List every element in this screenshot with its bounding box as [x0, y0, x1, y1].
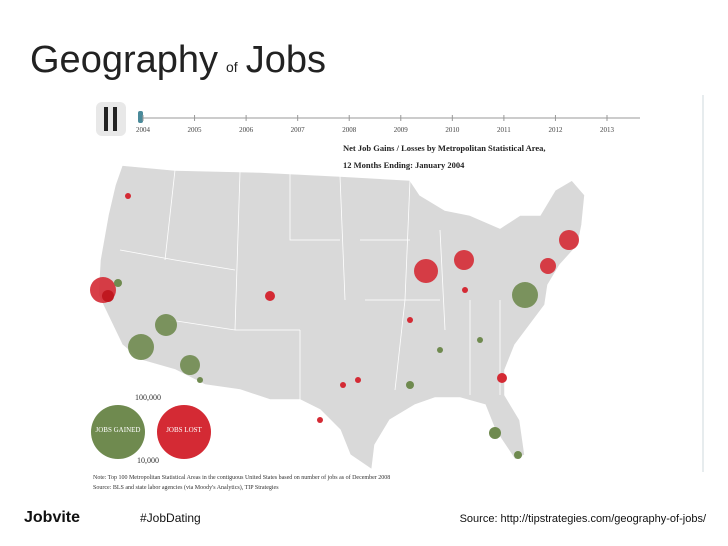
pause-button[interactable]	[96, 102, 126, 136]
loss-circle	[540, 258, 556, 274]
source: Source: http://tipstrategies.com/geograp…	[460, 513, 707, 525]
timeline-year: 2007	[291, 126, 306, 134]
loss-circle	[559, 230, 579, 250]
loss-circle	[265, 291, 275, 301]
title-word: Geography	[30, 39, 218, 81]
timeline-year: 2009	[394, 126, 409, 134]
pause-bar	[104, 107, 108, 131]
title: Geography of Jobs	[30, 39, 326, 81]
note: Note: Top 100 Metropolitan Statistical A…	[93, 474, 390, 481]
loss-circle	[125, 193, 131, 199]
legend-gain	[91, 405, 145, 459]
loss-circle	[462, 287, 468, 293]
gain-circle	[128, 334, 154, 360]
gain-circle	[477, 337, 483, 343]
gain-circle	[197, 377, 203, 383]
timeline-year: 2005	[188, 126, 203, 134]
legend-label: JOBS LOST	[166, 426, 202, 434]
loss-circle	[414, 259, 438, 283]
legend-loss	[157, 405, 211, 459]
legend-label: JOBS GAINED	[96, 426, 141, 434]
title-word: of	[226, 59, 238, 75]
timeline-year: 2006	[239, 126, 254, 134]
loss-circle	[317, 417, 323, 423]
loss-circle	[407, 317, 413, 323]
gain-circle	[489, 427, 501, 439]
brand: Jobvite	[24, 509, 80, 526]
timeline-year: 2008	[342, 126, 357, 134]
gain-circle	[155, 314, 177, 336]
loss-circle	[454, 250, 474, 270]
hashtag: #JobDating	[140, 511, 201, 525]
gain-circle	[114, 279, 122, 287]
note: Source: BLS and state labor agencies (vi…	[93, 484, 279, 491]
legend-value: 100,000	[135, 393, 161, 402]
pause-bar	[113, 107, 117, 131]
loss-circle	[340, 382, 346, 388]
gain-circle	[180, 355, 200, 375]
gain-circle	[514, 451, 522, 459]
loss-circle	[355, 377, 361, 383]
timeline-year: 2013	[600, 126, 615, 134]
gain-circle	[512, 282, 538, 308]
timeline-year: 2010	[445, 126, 460, 134]
loss-circle	[102, 290, 114, 302]
legend-value: 10,000	[137, 456, 159, 465]
timeline-year: 2012	[548, 126, 563, 134]
timeline-year: 2011	[497, 126, 511, 134]
map-panel: 2004 2005 2006 2007 2008 2009 2010 2011 2012 2013…	[90, 95, 705, 491]
gain-circle	[406, 381, 414, 389]
timeline-handle[interactable]	[138, 111, 143, 123]
timeline-year: 2004	[136, 126, 151, 134]
state-borders	[119, 169, 501, 400]
job-circles	[90, 193, 579, 459]
map-header: Net Job Gains / Losses by Metropolitan S…	[343, 143, 546, 153]
timeline-years: 2004 2005 2006 2007 2008 2009 2010 2011 2012 2013	[136, 115, 615, 134]
map-header: 12 Months Ending: January 2004	[343, 160, 465, 170]
loss-circle	[497, 373, 507, 383]
gain-circle	[437, 347, 443, 353]
title-word: Jobs	[246, 39, 326, 81]
